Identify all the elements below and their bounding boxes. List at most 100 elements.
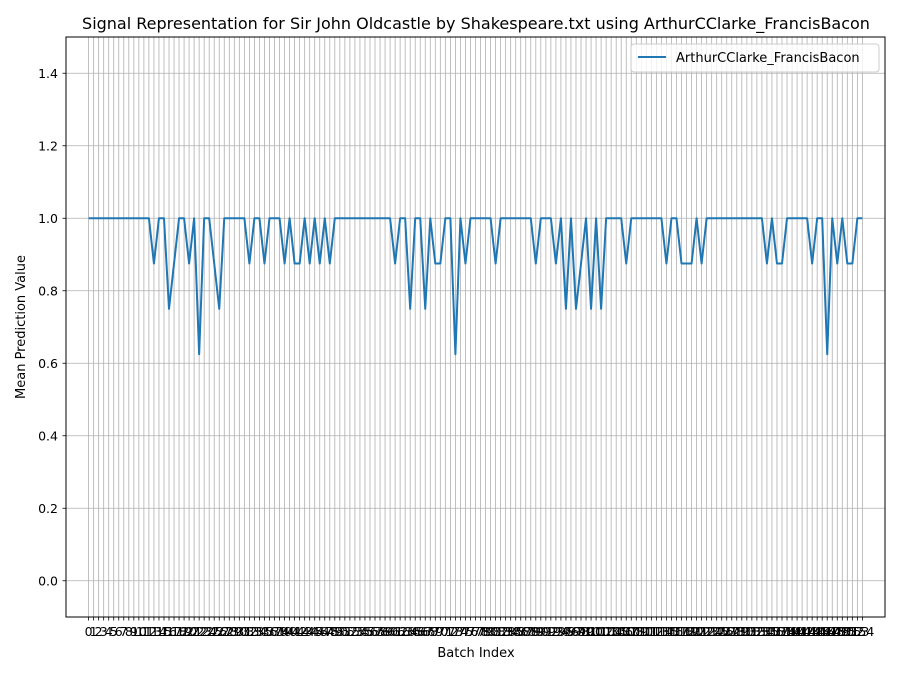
x-tick-label: 85 (508, 624, 524, 639)
x-tick-label: 2 (95, 624, 103, 639)
x-tick-label: 10 (131, 624, 147, 639)
x-tick-label: 28 (221, 624, 237, 639)
x-tick-label: 31 (236, 624, 252, 639)
x-tick-label: 123 (695, 624, 719, 639)
x-tick-label: 144 (800, 624, 824, 639)
x-tick-label: 44 (302, 624, 318, 639)
x-tick-label: 19 (176, 624, 192, 639)
x-tick-label: 32 (241, 624, 257, 639)
x-tick-label: 124 (700, 624, 724, 639)
x-tick-label: 3 (100, 624, 108, 639)
x-tick-label: 95 (558, 624, 574, 639)
x-tick-label: 133 (745, 624, 769, 639)
x-tick-label: 114 (649, 624, 673, 639)
x-tick-label: 134 (750, 624, 774, 639)
x-tick-label: 29 (226, 624, 242, 639)
x-tick-label: 102 (589, 624, 613, 639)
x-tick-label: 65 (407, 624, 423, 639)
y-axis-label: Mean Prediction Value (14, 255, 29, 399)
x-tick-label: 149 (825, 624, 849, 639)
x-tick-label: 14 (151, 624, 167, 639)
x-tick-label: 63 (397, 624, 413, 639)
x-tick-label: 109 (624, 624, 648, 639)
x-tick-label: 26 (211, 624, 227, 639)
x-tick-label: 58 (372, 624, 388, 639)
x-tick-label: 113 (644, 624, 668, 639)
x-tick-label: 18 (171, 624, 187, 639)
y-tick-label: 0.4 (38, 428, 58, 443)
x-tick-label: 36 (262, 624, 278, 639)
x-tick-label: 51 (337, 624, 353, 639)
x-tick-label: 146 (810, 624, 834, 639)
x-gridlines (88, 37, 863, 617)
x-tick-label: 53 (347, 624, 363, 639)
x-tick-label: 78 (473, 624, 489, 639)
x-tick-label: 56 (362, 624, 378, 639)
x-tick-label: 39 (277, 624, 293, 639)
x-tick-label: 68 (422, 624, 438, 639)
legend: ArthurCClarke_FrancisBacon (630, 43, 880, 73)
x-tick-label: 125 (705, 624, 729, 639)
x-tick-label: 100 (579, 624, 603, 639)
x-tick-label: 117 (665, 624, 689, 639)
x-tick-label: 130 (730, 624, 754, 639)
x-tick-label: 79 (478, 624, 494, 639)
x-tick-label: 37 (267, 624, 283, 639)
x-tick-label: 80 (483, 624, 499, 639)
x-tick-label: 118 (670, 624, 694, 639)
x-tick-label: 45 (307, 624, 323, 639)
x-tick-label: 43 (297, 624, 313, 639)
x-tick-label: 64 (402, 624, 418, 639)
x-tick-label: 11 (136, 624, 152, 639)
x-axis-label: Batch Index (437, 646, 515, 661)
x-tick-label: 87 (518, 624, 534, 639)
x-tick-label: 0 (85, 624, 93, 639)
x-tick-label: 9 (130, 624, 138, 639)
x-tick-label: 42 (292, 624, 308, 639)
x-tick-label: 22 (191, 624, 207, 639)
x-tick-label: 129 (725, 624, 749, 639)
x-tick-label: 59 (377, 624, 393, 639)
y-tick-label: 0.0 (38, 573, 58, 588)
x-tick-label: 40 (282, 624, 298, 639)
x-tick-label: 103 (594, 624, 618, 639)
x-tick-label: 110 (629, 624, 653, 639)
x-tick-label: 24 (201, 624, 217, 639)
x-tick-label: 126 (710, 624, 734, 639)
x-tick-label: 4 (105, 624, 113, 639)
x-tick-label: 108 (619, 624, 643, 639)
x-tick-label: 55 (357, 624, 373, 639)
x-tick-label: 104 (599, 624, 623, 639)
x-tick-label: 1 (90, 624, 98, 639)
x-tick-label: 75 (457, 624, 473, 639)
x-tick-label: 121 (685, 624, 709, 639)
x-tick-label: 21 (186, 624, 202, 639)
x-tick-label: 140 (780, 624, 804, 639)
x-tick-label: 34 (251, 624, 267, 639)
y-tick-label: 0.2 (38, 501, 58, 516)
x-tick-label: 99 (578, 624, 594, 639)
x-tick-label: 52 (342, 624, 358, 639)
x-tick-label: 116 (660, 624, 684, 639)
x-tick-label: 138 (770, 624, 794, 639)
x-tick-label: 136 (760, 624, 784, 639)
x-tick-label: 112 (639, 624, 663, 639)
x-tick-label: 86 (513, 624, 529, 639)
x-tick-label: 73 (447, 624, 463, 639)
x-tick-label: 119 (675, 624, 699, 639)
x-tick-label: 72 (442, 624, 458, 639)
x-tick-label: 152 (840, 624, 864, 639)
y-gridlines (66, 72, 885, 582)
x-tick-label: 62 (392, 624, 408, 639)
x-tick-label: 81 (488, 624, 504, 639)
x-tick-label: 6 (115, 624, 123, 639)
x-tick-label: 13 (146, 624, 162, 639)
x-tick-label: 25 (206, 624, 222, 639)
x-tick-label: 71 (437, 624, 453, 639)
x-tick-label: 12 (141, 624, 157, 639)
x-tick-label: 148 (820, 624, 844, 639)
x-tick-label: 17 (166, 624, 182, 639)
x-tick-label: 151 (835, 624, 859, 639)
x-tick-label: 107 (614, 624, 638, 639)
x-tick-label: 93 (548, 624, 564, 639)
